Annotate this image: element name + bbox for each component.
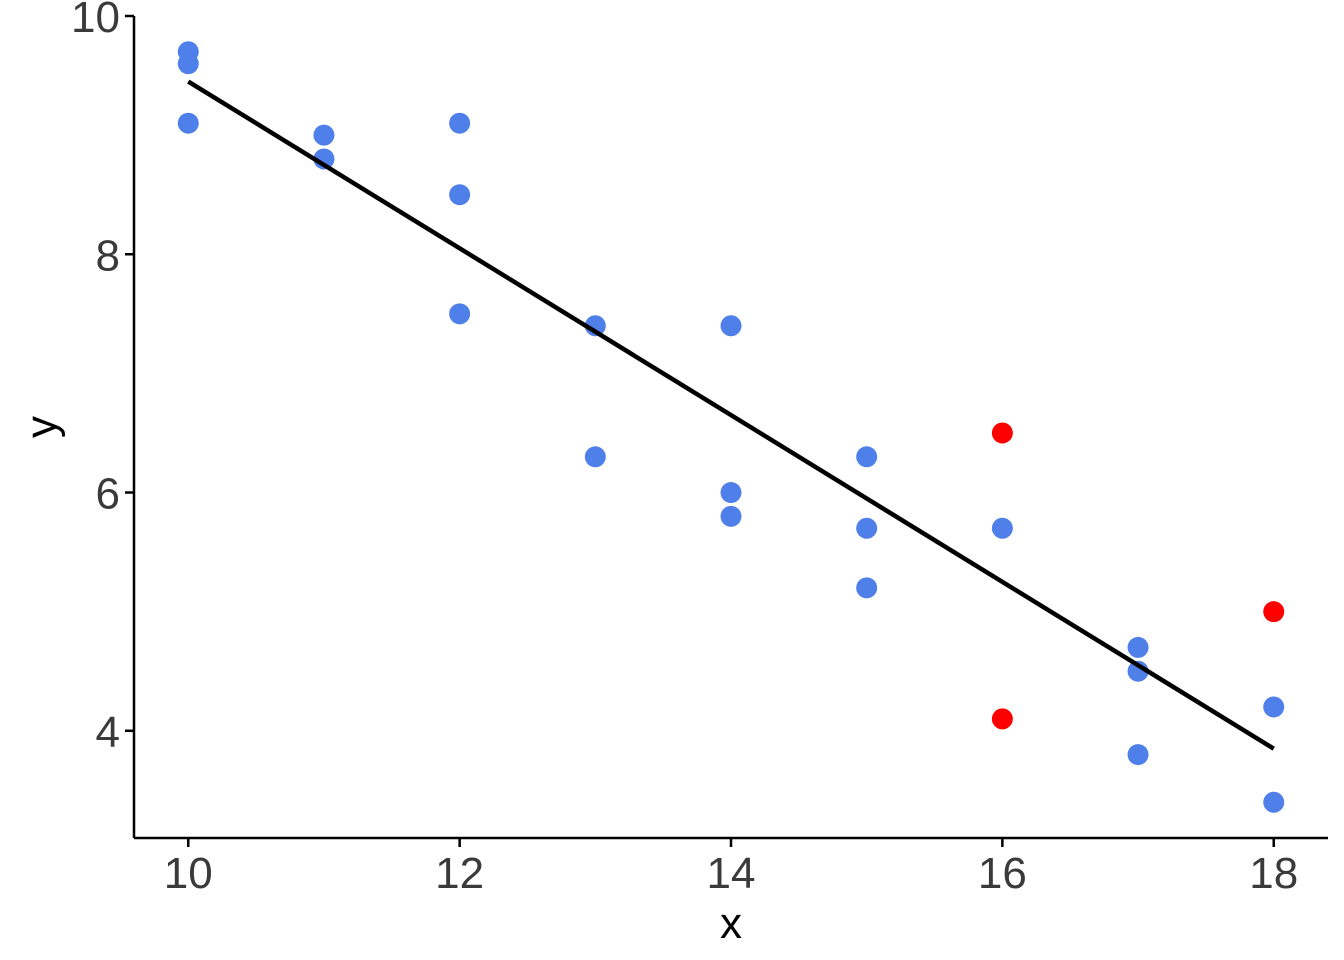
highlighted-data-point <box>991 708 1013 730</box>
data-point <box>720 482 742 504</box>
data-point <box>1127 744 1149 766</box>
data-point <box>177 112 199 134</box>
data-point <box>720 315 742 337</box>
data-point <box>856 517 878 539</box>
x-tick-label: 12 <box>435 849 484 898</box>
y-axis-title: y <box>17 416 66 438</box>
y-tick-label: 6 <box>96 470 120 519</box>
plot-area <box>177 41 1285 813</box>
y-tick-label: 8 <box>96 231 120 280</box>
data-point <box>720 505 742 527</box>
data-point <box>449 184 471 206</box>
data-point <box>856 577 878 599</box>
data-point <box>991 517 1013 539</box>
data-point <box>449 303 471 325</box>
x-tick-label: 16 <box>978 849 1027 898</box>
data-point <box>856 446 878 468</box>
x-axis-title: x <box>720 899 742 948</box>
data-point <box>1263 791 1285 813</box>
y-axis: 4 6 8 10 <box>71 0 136 838</box>
data-point <box>177 53 199 75</box>
x-tick-label: 18 <box>1249 849 1298 898</box>
data-point <box>1263 696 1285 718</box>
data-point <box>584 446 606 468</box>
regression-line <box>187 79 1275 751</box>
data-point <box>313 124 335 146</box>
highlighted-data-point <box>1263 601 1285 623</box>
x-tick-label: 10 <box>164 849 213 898</box>
x-tick-label: 14 <box>707 849 756 898</box>
highlighted-data-point <box>991 422 1013 444</box>
y-tick-label: 10 <box>71 0 120 42</box>
x-axis: 10 12 14 16 18 <box>134 836 1328 898</box>
data-point <box>1127 636 1149 658</box>
data-point <box>449 112 471 134</box>
y-tick-label: 4 <box>96 708 120 757</box>
